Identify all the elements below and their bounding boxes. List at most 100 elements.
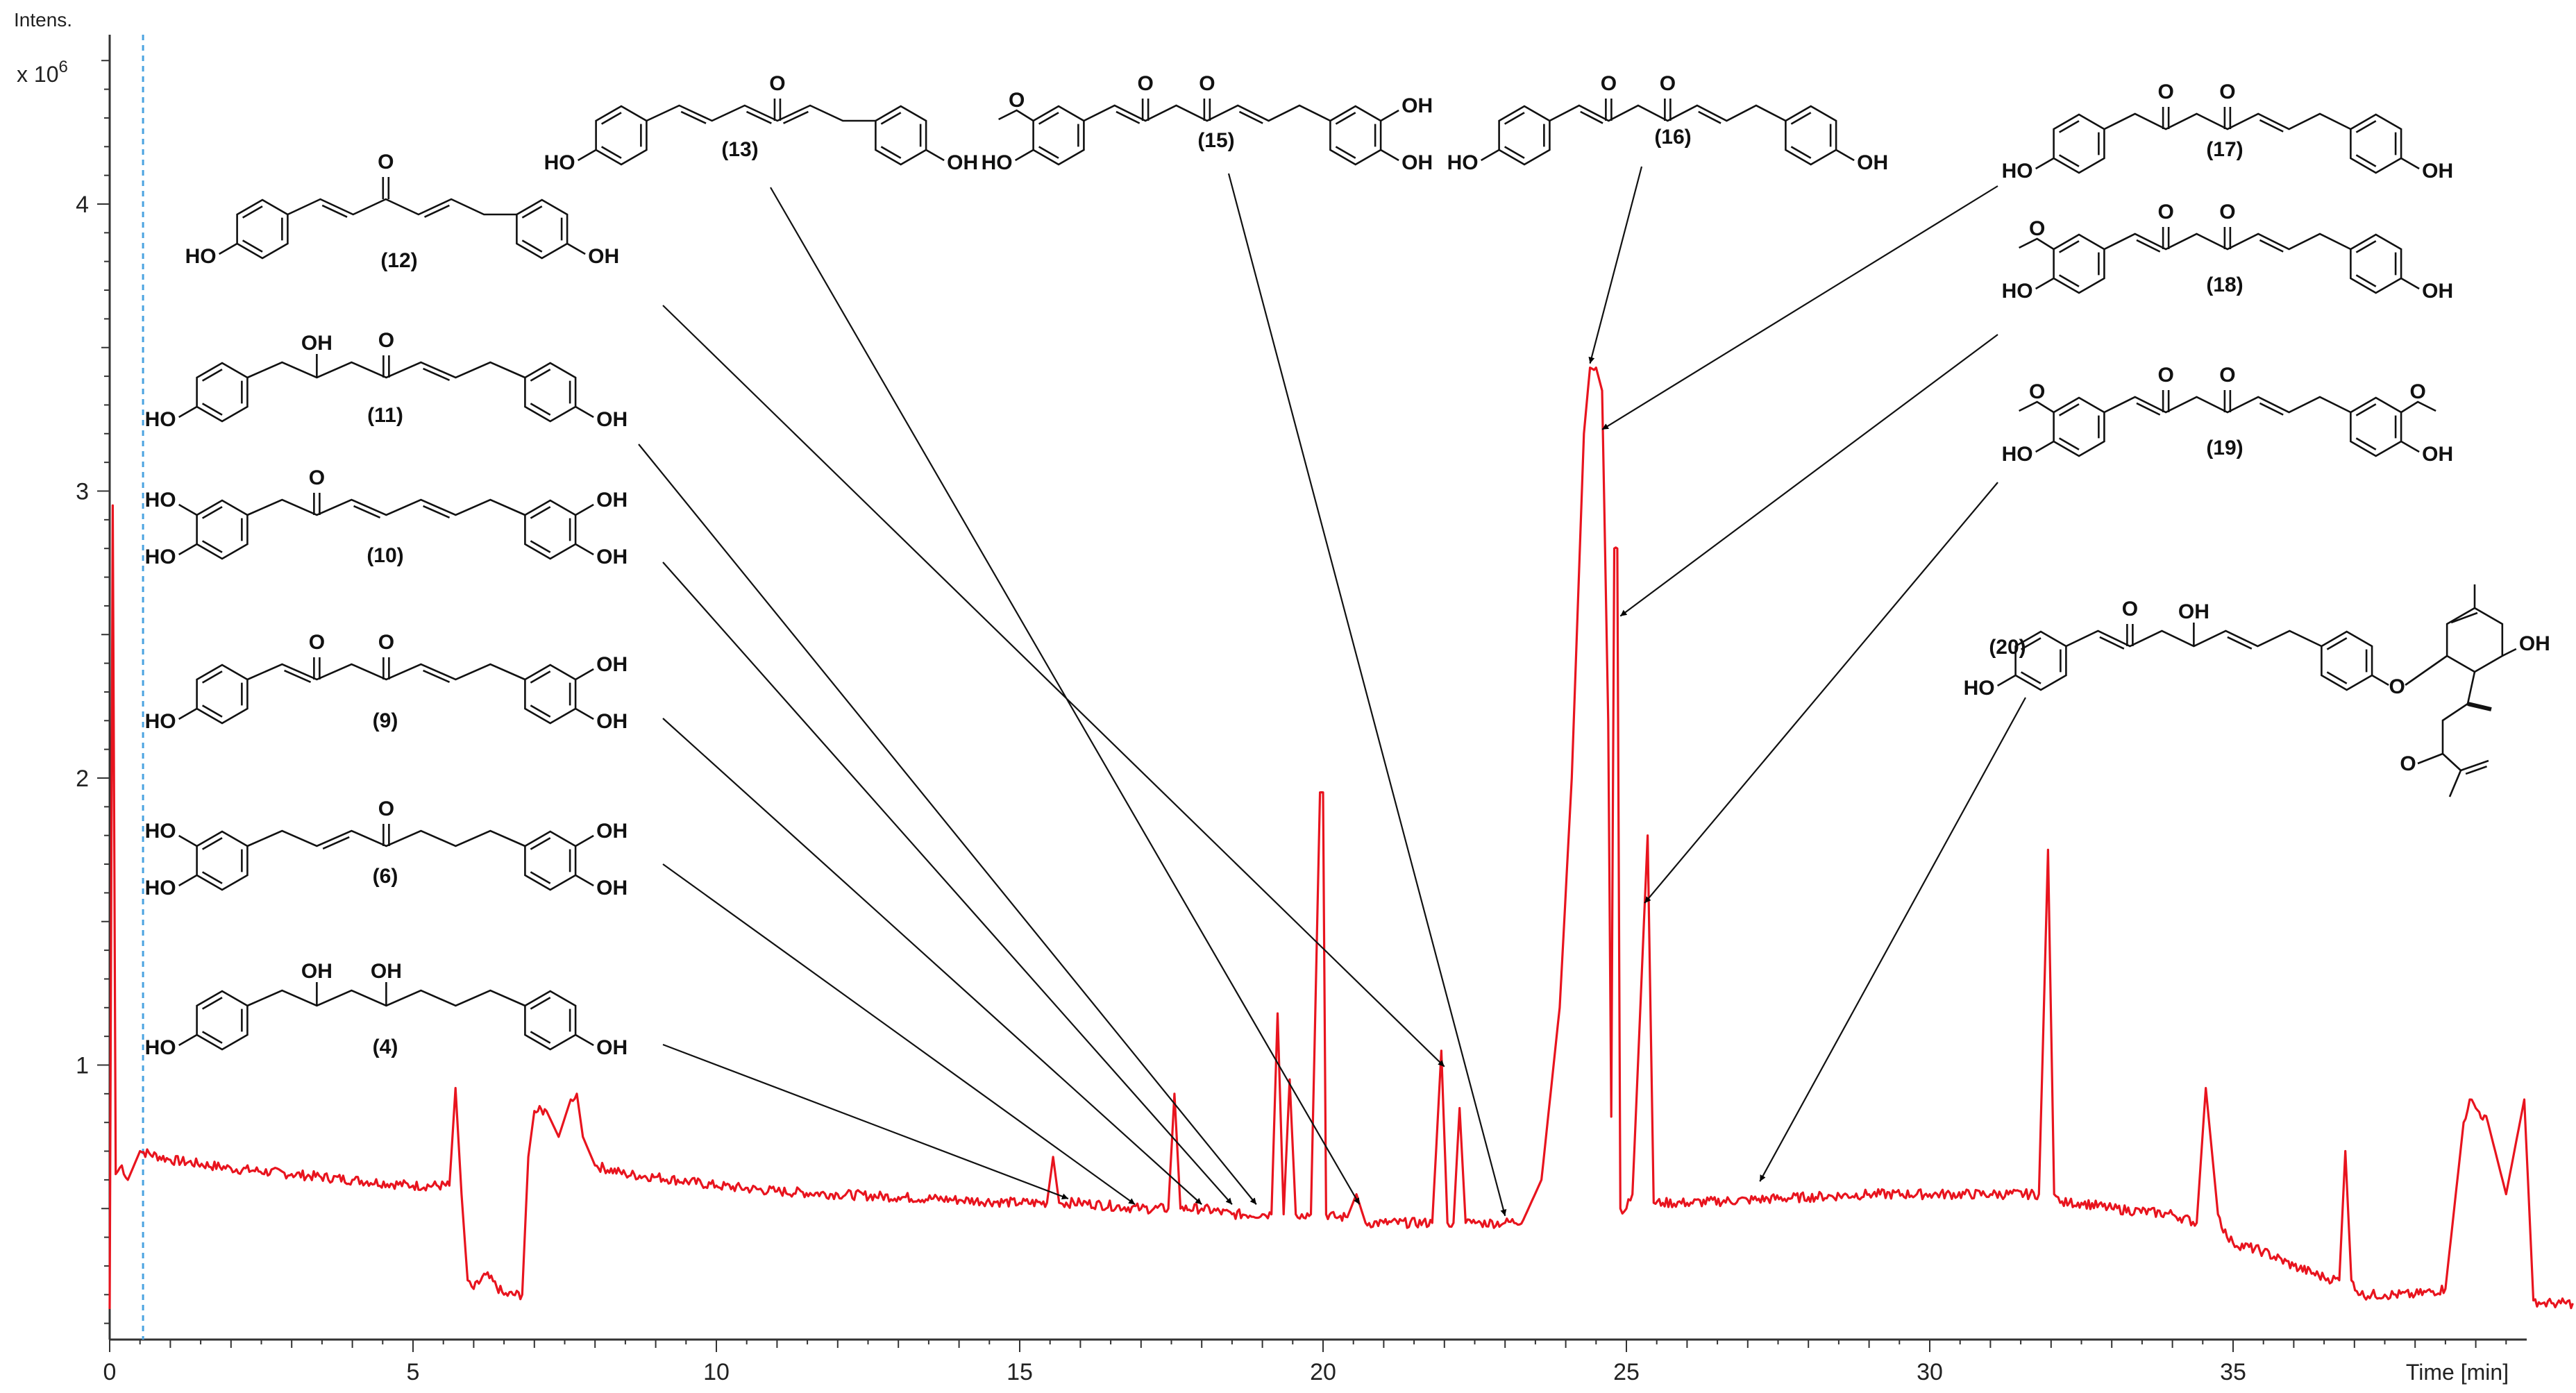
benzene-ring [524,830,577,891]
arrow-18 [1619,334,1998,617]
aromatic-bond [201,670,223,684]
arrows-group [638,166,2026,1217]
benzene-ring [196,664,249,725]
aromatic-bond [530,540,551,553]
hydroxyl-bond [575,543,594,556]
structure-11: HO O OH OH (11) [145,329,628,431]
aromatic-bond [201,540,223,553]
oxygen-label: O [2157,201,2173,223]
aromatic-bond [2058,403,2080,416]
arrow-4 [662,1043,1069,1200]
hydroxyl-bond [575,707,594,720]
hydroxyl-bond [178,543,198,556]
hydroxyl-bond [178,405,198,419]
x-tick-label: 15 [1007,1359,1033,1385]
benzene-ring [595,105,648,166]
aromatic-bond [201,506,223,519]
aromatic-bond [2058,154,2080,167]
aromatic-bond [2020,671,2042,684]
methoxy-group [998,109,1034,122]
benzene-ring [1032,105,1085,166]
methoxy-oxygen: O [2029,380,2045,403]
aromatic-bond [530,704,551,718]
aromatic-bond [1504,112,1525,125]
aromatic-bond [530,871,551,884]
structure-13: HO O OH (13) [544,72,978,174]
aromatic-bond [1038,146,1059,159]
hydroxyl-label: OH [596,653,628,676]
hydroxyl-label: OH [596,877,628,900]
hydroxyl-bond [566,242,586,255]
compound-label: (18) [2206,273,2243,296]
benzene-ring [2053,396,2105,457]
compound-label: (19) [2206,437,2243,459]
hydroxyl-label: OH [1401,94,1433,117]
double-bond [322,836,350,850]
aromatic-bond [201,704,223,718]
oxygen-label: O [378,151,394,174]
compound-label: (15) [1197,129,1234,152]
aromatic-bond [201,403,223,416]
hydroxyl-bond [575,405,594,419]
hydroxyl-label: HO [145,820,176,843]
hydroxyl-label: HO [544,151,575,174]
aromatic-bond [600,146,622,159]
hydroxyl-bond [178,874,198,887]
hydroxyl-bond [2400,157,2420,170]
benzene-ring [196,362,249,423]
benzene-ring [2350,396,2402,457]
oxygen-label: O [378,797,394,820]
hydroxyl-label: HO [1964,677,1995,700]
methoxy-oxygen: O [2409,380,2425,403]
benzene-ring [524,664,577,725]
oxygen-label: O [1601,72,1617,95]
structure-12: HO O OH (12) [185,151,619,272]
benzene-ring [2053,113,2105,174]
compound-label: (20) [1989,636,2026,659]
double-bond [1238,110,1263,124]
hydroxyl-label: HO [2002,443,2033,466]
hydroxyl-bond [178,834,198,847]
structure-10: HO HO O OH OH (10) [145,466,628,568]
double-bond [423,367,451,381]
benzene-ring [1498,105,1551,166]
hydroxyl-label: HO [1447,151,1479,174]
hydroxyl-label: OH [596,408,628,431]
double-bond [2465,766,2487,775]
aromatic-bond [530,1031,551,1044]
aromatic-bond [201,871,223,884]
carbon-chain [1549,104,1786,122]
aromatic-bond [530,837,551,850]
carbon-chain [246,663,525,681]
arrow-11 [638,444,1257,1205]
wedge-bond [2467,702,2492,711]
compound-label: (16) [1654,126,1691,149]
ether-bond [2405,655,2448,686]
double-bond [423,505,451,518]
hydroxyl-label: OH [2178,600,2209,623]
y-tick-label: 4 [76,192,89,218]
x-axis-label: Time [min] [2406,1360,2509,1385]
aromatic-bond [1335,146,1356,159]
oxygen-label: O [309,631,325,654]
aromatic-bond [2355,120,2377,133]
aromatic-bond [2355,240,2377,253]
hydroxyl-label: OH [2519,632,2550,655]
carbon-chain [1083,104,1331,122]
structure-9: HO O O OH OH (9) [145,631,628,733]
chromatogram-trace [108,366,2574,1310]
aromatic-bond [2020,637,2042,650]
double-bond [2136,402,2161,416]
oxygen-label: O [2219,364,2235,387]
arrow-15 [1227,173,1507,1217]
aromatic-bond [2326,637,2348,650]
hydroxyl-bond [575,668,594,681]
hydroxyl-bond [1380,109,1399,122]
hydroxyl-label: HO [2002,160,2033,183]
structure-4: HO OH OH OH (4) [145,960,628,1059]
benzene-ring [516,199,569,260]
y-axis-multiplier: x 106 [17,58,68,87]
trace-group [108,366,2574,1310]
arrow-10 [662,562,1233,1205]
